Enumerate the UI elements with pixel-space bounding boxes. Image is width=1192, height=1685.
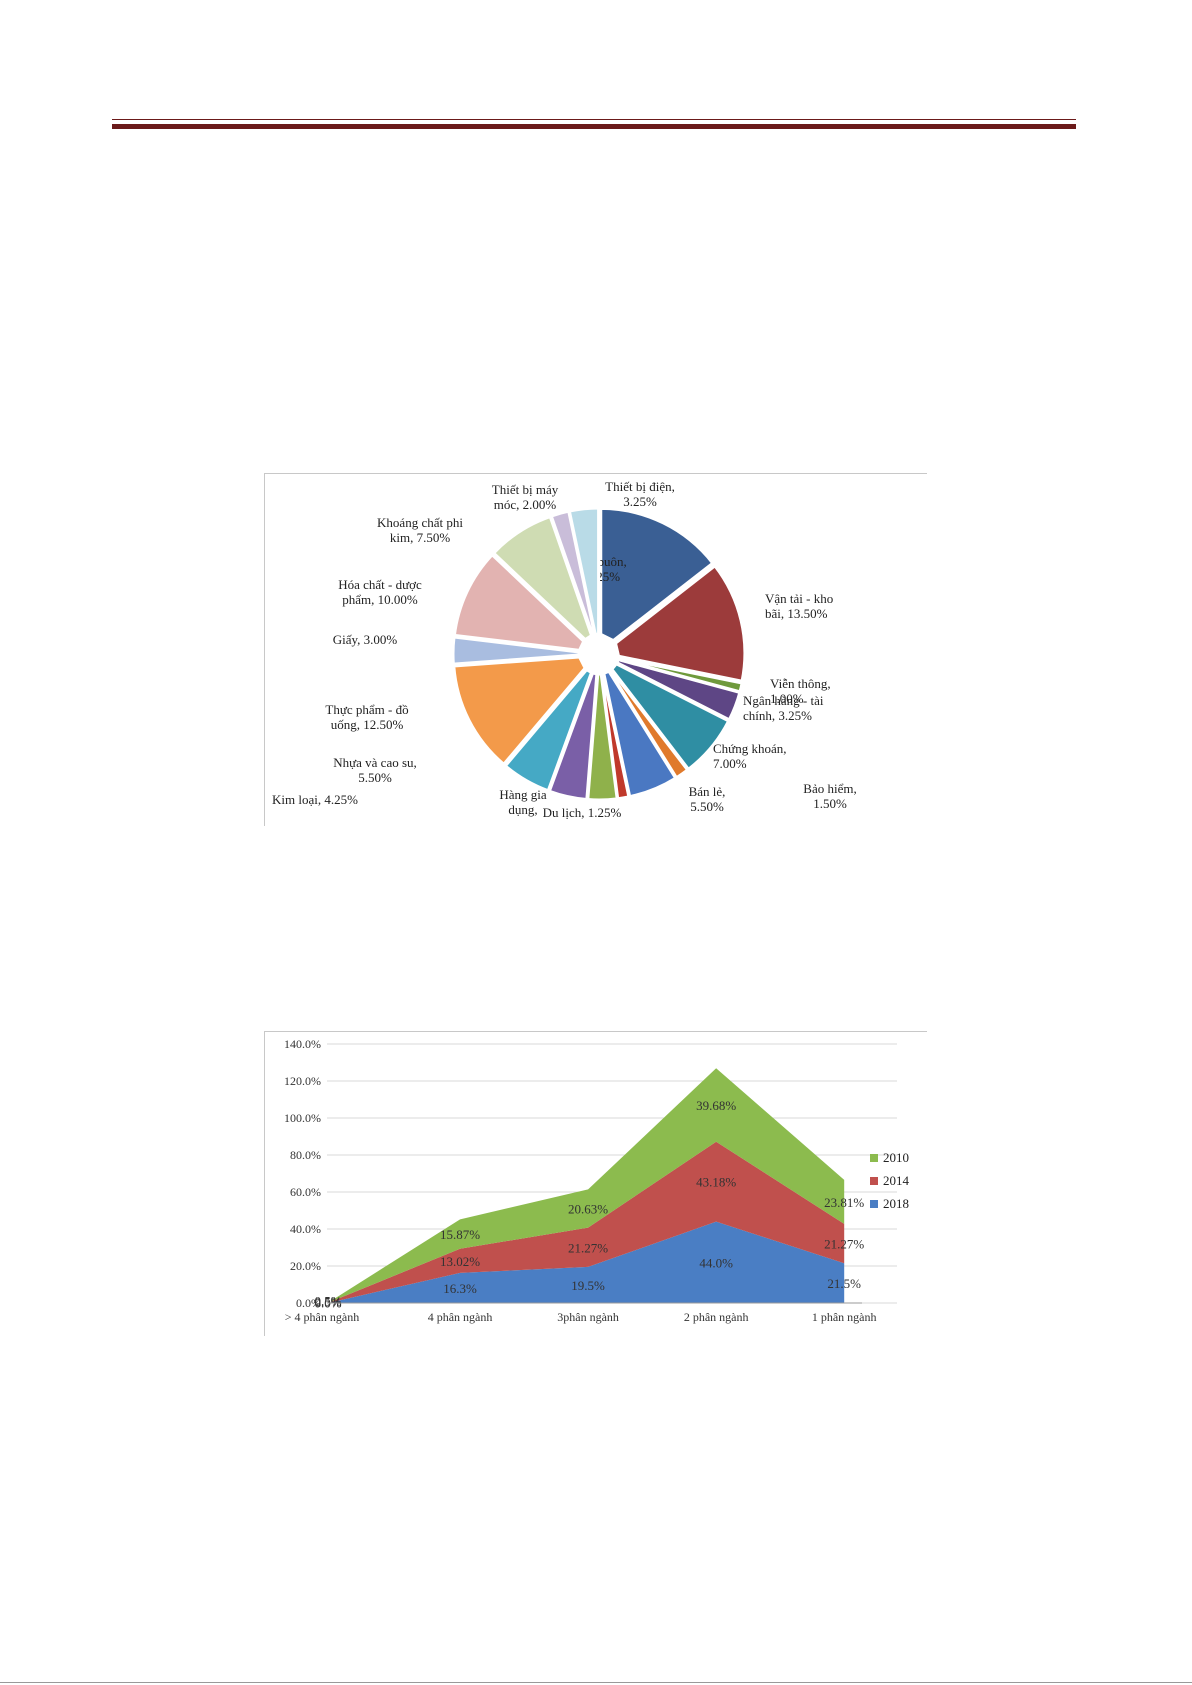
y-tick-label: 80.0% (290, 1148, 321, 1162)
pie-slice-label: Thiết bị điện, 3.25% (605, 479, 675, 509)
pie-slice (599, 506, 715, 643)
pie-slice-label: Giấy, 3.00% (333, 632, 398, 647)
y-tick-label: 120.0% (284, 1074, 321, 1088)
x-tick-label: 1 phân ngành (812, 1310, 877, 1324)
area-data-label: 21.5% (827, 1276, 861, 1291)
area-data-label: 16.3% (443, 1281, 477, 1296)
area-data-label: 21.27% (568, 1240, 608, 1255)
pie-slice-label: Du lịch, 1.25% (543, 805, 622, 820)
area-data-label: 39.68% (696, 1098, 736, 1113)
pie-slice (452, 655, 587, 767)
area-data-label: 20.63% (568, 1201, 608, 1216)
header-rule-thin (112, 119, 1076, 120)
area-series-2018 (332, 1221, 845, 1303)
pie-slice-label: Thực phẩm - đồ uống, 12.50% (325, 702, 408, 732)
pie-slice (613, 563, 747, 683)
area-chart: 0.0% 20.0% 40.0% 60.0% 80.0% 100.0% 120.0% 140.… (284, 1037, 910, 1324)
pie-slice-label: Vận tải - kho bãi, 13.50% (765, 591, 833, 621)
area-series-2010 (332, 1068, 845, 1302)
pie-slice-label: Hóa chất - dược phẩm, 10.00% (338, 577, 422, 607)
area-data-label: 0.5% (314, 1295, 341, 1310)
area-data-label: 43.18% (696, 1175, 736, 1190)
pie-slice-label: Bán lẻ, 5.50% (689, 784, 726, 814)
area-data-label: 21.27% (824, 1237, 864, 1252)
pie-slice-label: Viễn thông, 1.00% (770, 676, 831, 706)
area-data-label: 0.5% (314, 1294, 341, 1309)
area-data-label: 44.0% (699, 1255, 733, 1270)
y-tick-label: 60.0% (290, 1185, 321, 1199)
pie-slice (567, 506, 601, 636)
y-tick-label: 140.0% (284, 1037, 321, 1051)
pie-slice-label: Thiết bị máy móc, 2.00% (492, 482, 559, 512)
legend-swatch (870, 1154, 878, 1162)
area-data-label: 23.81% (824, 1195, 864, 1210)
pie-slice-label: Bảo hiểm, 1.50% (803, 781, 856, 811)
pie-slice (452, 552, 586, 653)
header-rule-thick (112, 124, 1076, 129)
area-data-label: 13.02% (440, 1254, 480, 1269)
area-data-label: 15.87% (440, 1227, 480, 1242)
pie-slice-label: Hàng gia dụng, (499, 787, 547, 817)
legend-swatch (870, 1200, 878, 1208)
x-tick-label: 2 phân ngành (684, 1310, 749, 1324)
pie-slice-label: Kim loại, 4.25% (272, 792, 358, 807)
pie-slice-label: Nhựa và cao su, 5.50% (333, 755, 417, 785)
y-tick-label: 20.0% (290, 1259, 321, 1273)
legend-swatch (870, 1177, 878, 1185)
pie-slice (451, 635, 581, 666)
y-tick-label: 0.0% (296, 1296, 321, 1310)
legend-label: 2010 (883, 1150, 909, 1165)
area-data-label: 19.5% (571, 1278, 605, 1293)
x-tick-label: > 4 phân ngành (285, 1310, 359, 1324)
area-chart-frame: 0.0% 20.0% 40.0% 60.0% 80.0% 100.0% 120.0% 140.… (264, 1031, 927, 1336)
x-tick-label: 4 phân ngành (428, 1310, 493, 1324)
pie-slice-label: Ngân hàng - tài chính, 3.25% (743, 693, 824, 723)
pie-slice (503, 667, 594, 793)
legend-label: 2018 (883, 1196, 909, 1211)
page-bottom-rule (0, 1682, 1192, 1683)
y-tick-label: 100.0% (284, 1111, 321, 1125)
area-series-2014 (332, 1141, 845, 1303)
legend-label: 2014 (883, 1173, 910, 1188)
pie-slice-label: Chứng khoán, 7.00% (713, 741, 787, 771)
x-tick-label: 3phân ngành (557, 1310, 619, 1324)
pie-slice-label: Khoáng chất phi kim, 7.50% (377, 515, 463, 545)
y-tick-label: 40.0% (290, 1222, 321, 1236)
